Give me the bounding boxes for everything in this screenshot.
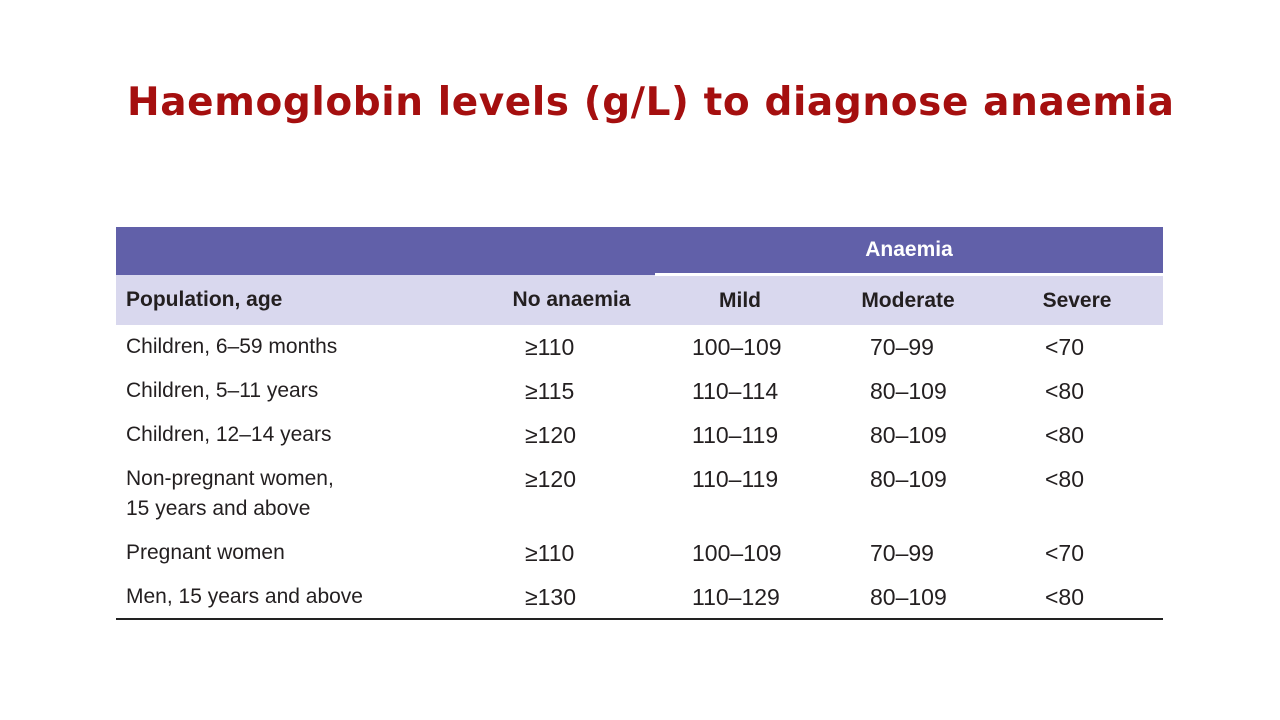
table-row: Men, 15 years and above ≥130 110–129 80–… <box>116 573 1163 619</box>
table-row: Children, 6–59 months ≥110 100–109 70–99… <box>116 325 1163 367</box>
table-row: Pregnant women ≥110 100–109 70–99 <70 <box>116 529 1163 573</box>
moderate-cell: 70–99 <box>870 540 934 566</box>
moderate-cell: 80–109 <box>870 584 947 610</box>
no-anaemia-cell: ≥110 <box>525 334 575 360</box>
no-anaemia-cell: ≥115 <box>525 378 575 404</box>
anaemia-group-header: Anaemia <box>655 227 1164 276</box>
population-cell: Pregnant women <box>126 541 285 564</box>
population-cell: Men, 15 years and above <box>126 585 363 608</box>
moderate-cell: 70–99 <box>870 334 934 360</box>
moderate-cell: 80–109 <box>870 466 947 492</box>
column-header-severe: Severe <box>991 274 1164 325</box>
no-anaemia-cell: ≥130 <box>525 584 576 610</box>
population-cell: Children, 6–59 months <box>126 335 338 358</box>
severe-cell: <80 <box>1045 466 1085 492</box>
severe-cell: <70 <box>1045 540 1085 566</box>
table-row: Children, 5–11 years ≥115 110–114 80–109… <box>116 367 1163 411</box>
population-cell: Children, 5–11 years <box>126 379 319 402</box>
mild-cell: 110–114 <box>692 378 779 404</box>
slide-title: Haemoglobin levels (g/L) to diagnose ana… <box>127 80 1175 125</box>
anaemia-table: Anaemia Population, age No anaemia Mild … <box>116 227 1164 620</box>
no-anaemia-cell: ≥120 <box>525 466 576 492</box>
no-anaemia-cell: ≥110 <box>525 540 575 566</box>
mild-cell: 100–109 <box>692 334 782 360</box>
column-header-row: Population, age No anaemia Mild Moderate… <box>116 274 1164 325</box>
moderate-cell: 80–109 <box>870 422 947 448</box>
mild-cell: 100–109 <box>692 540 782 566</box>
column-header-population: Population, age <box>116 274 488 325</box>
population-cell: Non-pregnant women, 15 years and above <box>126 467 334 520</box>
group-header-row: Anaemia <box>116 227 1164 276</box>
mild-cell: 110–129 <box>692 584 780 610</box>
severe-cell: <80 <box>1045 422 1085 448</box>
severe-cell: <80 <box>1045 378 1085 404</box>
table-row: Children, 12–14 years ≥120 110–119 80–10… <box>116 411 1163 455</box>
severe-cell: <80 <box>1045 584 1085 610</box>
moderate-cell: 80–109 <box>870 378 947 404</box>
population-cell: Children, 12–14 years <box>126 423 332 446</box>
mild-cell: 110–119 <box>692 422 779 448</box>
column-header-no-anaemia: No anaemia <box>488 274 655 325</box>
table-row: Non-pregnant women, 15 years and above ≥… <box>116 455 1163 529</box>
mild-cell: 110–119 <box>692 466 779 492</box>
group-header-spacer <box>116 227 655 275</box>
column-header-mild: Mild <box>655 274 825 325</box>
column-header-moderate: Moderate <box>825 274 991 325</box>
severe-cell: <70 <box>1045 334 1085 360</box>
no-anaemia-cell: ≥120 <box>525 422 576 448</box>
anaemia-table-container: Anaemia Population, age No anaemia Mild … <box>116 227 1164 620</box>
